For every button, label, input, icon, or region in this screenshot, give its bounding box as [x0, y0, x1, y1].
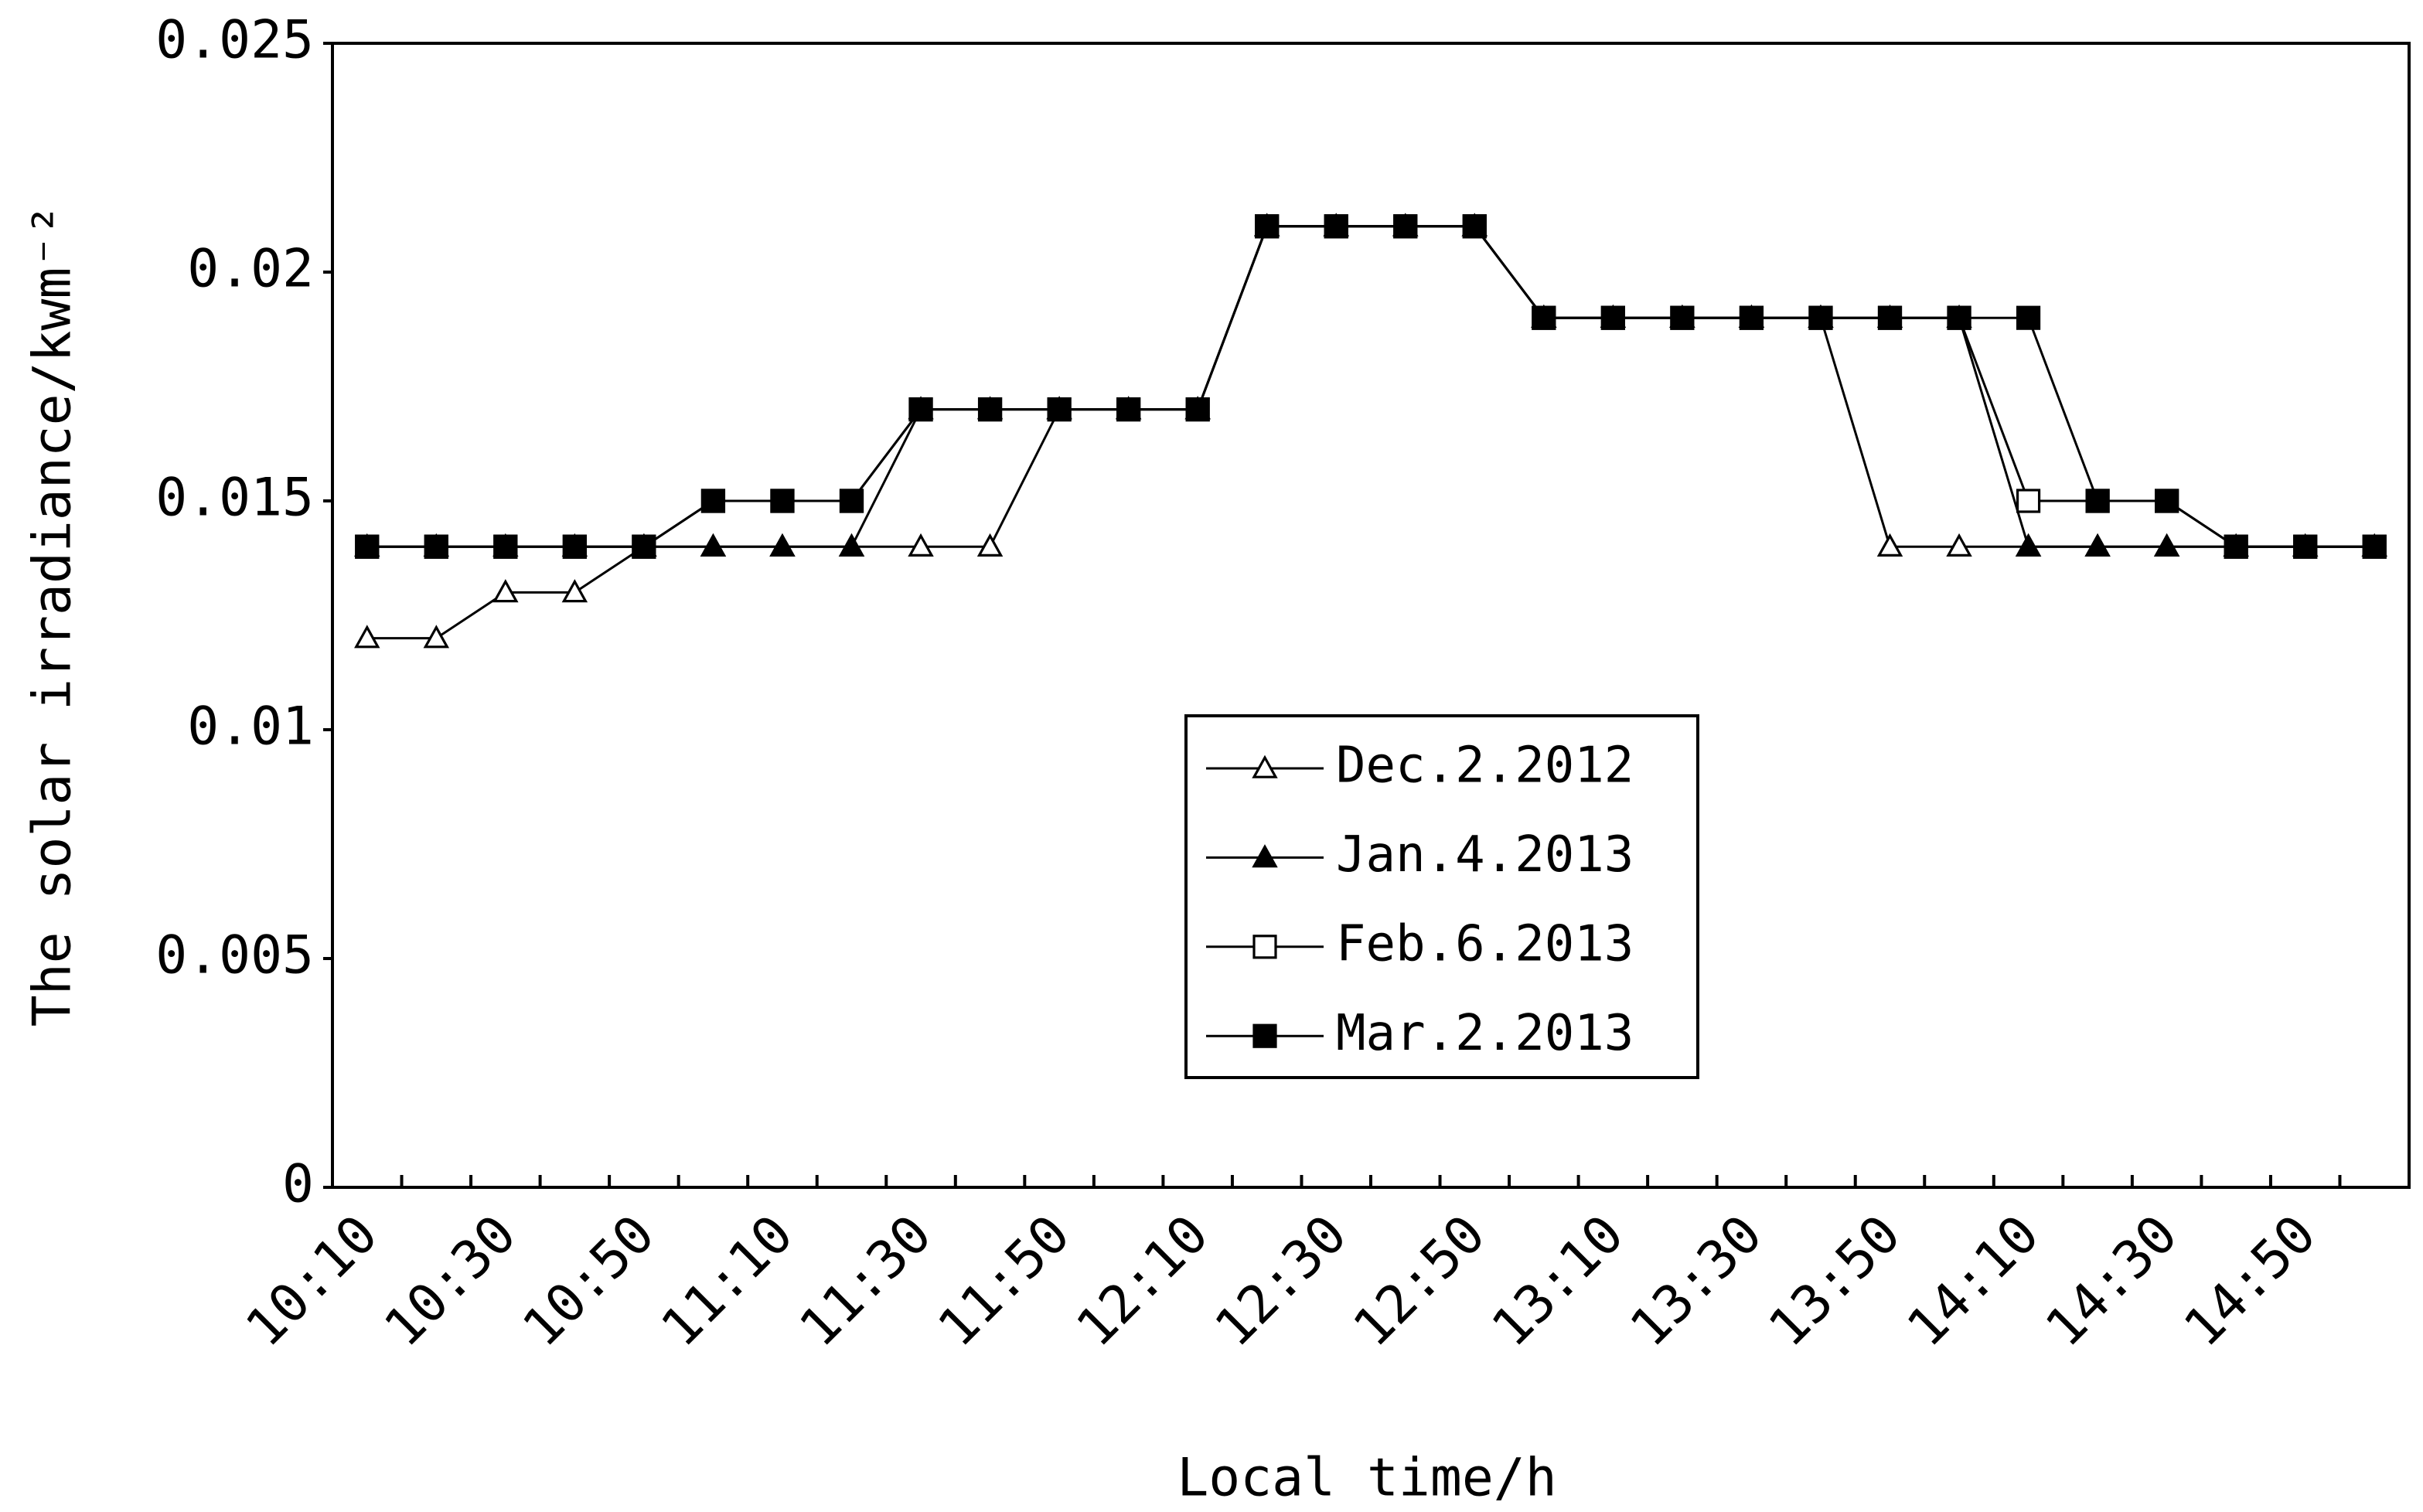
data-point — [492, 579, 519, 603]
data-point — [1947, 305, 1971, 330]
y-axis-title: The solar irradiance/kwm⁻² — [22, 204, 83, 1027]
data-point — [839, 489, 864, 513]
data-point — [2224, 534, 2248, 559]
data-point — [424, 534, 448, 559]
data-point — [1324, 214, 1348, 239]
data-point — [2362, 534, 2387, 559]
data-point — [1532, 305, 1556, 330]
data-point — [1393, 214, 1418, 239]
data-point — [2084, 533, 2111, 557]
y-tick-label: 0.01 — [187, 696, 314, 758]
data-point — [1462, 214, 1487, 239]
legend-label: Feb.6.2013 — [1336, 915, 1634, 972]
x-axis-title: Local time/h — [1177, 1448, 1556, 1509]
data-point — [770, 489, 795, 513]
data-point — [838, 533, 865, 557]
y-tick-label: 0.025 — [155, 10, 314, 71]
data-point — [1670, 305, 1695, 330]
data-point — [1876, 533, 1903, 557]
y-tick-label: 0.02 — [187, 239, 314, 300]
legend-label: Jan.4.2013 — [1336, 826, 1634, 884]
data-point — [908, 397, 933, 422]
data-point — [1600, 305, 1625, 330]
data-point — [1877, 305, 1903, 330]
legend-marker — [1252, 754, 1278, 778]
data-point — [2153, 533, 2180, 557]
data-point — [769, 533, 796, 557]
y-tick-label: 0.015 — [155, 468, 314, 529]
data-point — [1047, 397, 1072, 422]
data-point — [700, 533, 727, 557]
data-point — [2015, 533, 2042, 557]
data-point — [2016, 489, 2041, 513]
legend-marker — [1252, 844, 1278, 868]
legend-label: Mar.2.2013 — [1336, 1005, 1634, 1062]
data-point — [2155, 489, 2179, 513]
data-point — [2085, 489, 2110, 513]
data-point — [2293, 534, 2318, 559]
data-point — [1808, 305, 1833, 330]
data-point — [908, 533, 934, 557]
y-tick-label: 0.005 — [155, 925, 314, 986]
data-point — [355, 534, 380, 559]
data-point — [2016, 305, 2041, 330]
data-point — [976, 533, 1004, 557]
legend-label: Dec.2.2012 — [1336, 737, 1634, 795]
data-point — [354, 625, 380, 649]
data-point — [700, 489, 726, 513]
legend-marker — [1252, 1023, 1277, 1048]
legend-marker — [1252, 935, 1277, 959]
data-point — [1255, 214, 1280, 239]
data-point — [1185, 397, 1210, 422]
data-point — [632, 534, 656, 559]
data-point — [1116, 397, 1141, 422]
data-point — [493, 534, 518, 559]
data-point — [562, 534, 587, 559]
data-point — [1739, 305, 1764, 330]
data-point — [561, 579, 588, 603]
data-point — [1946, 533, 1972, 557]
data-point — [977, 397, 1003, 422]
data-point — [423, 625, 450, 649]
y-tick-label: 0 — [282, 1154, 314, 1215]
